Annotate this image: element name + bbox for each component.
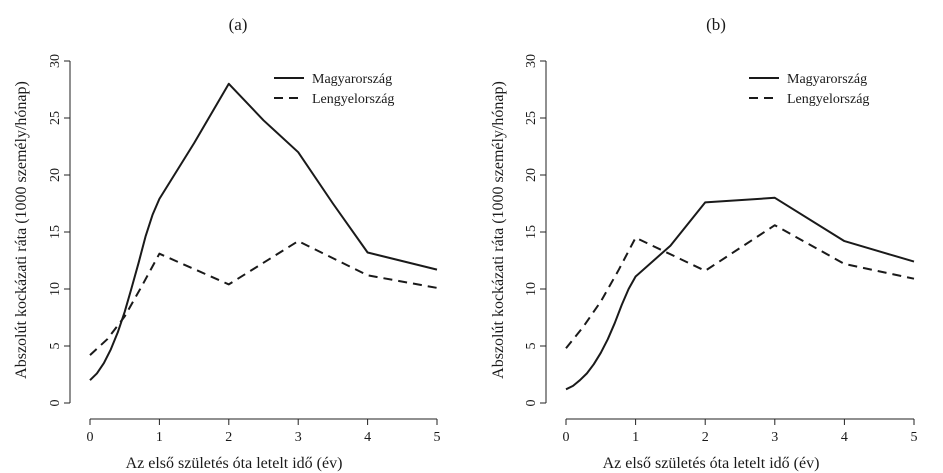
x-tick-label: 3 bbox=[771, 430, 778, 445]
y-tick-label: 5 bbox=[524, 343, 539, 350]
panel-a: (a) Abszolút kockázati ráta (1000 személ… bbox=[13, 15, 441, 472]
y-tick-label: 0 bbox=[48, 400, 63, 407]
panel-a-title: (a) bbox=[229, 15, 248, 34]
y-tick-label: 0 bbox=[524, 400, 539, 407]
x-tick-label: 2 bbox=[225, 430, 232, 445]
x-tick-label: 1 bbox=[632, 430, 639, 445]
legend-label-magyarorszag: Magyarország bbox=[312, 72, 392, 87]
y-tick-label: 15 bbox=[524, 225, 539, 239]
panel-b-legend: Magyarország Lengyelország bbox=[749, 72, 869, 107]
y-tick-label: 20 bbox=[48, 168, 63, 182]
panel-b-series-lengyelorszag-line bbox=[565, 224, 915, 349]
y-tick-label: 25 bbox=[524, 111, 539, 125]
panel-b-x-axis: 0 1 2 3 4 5 bbox=[563, 418, 918, 445]
panel-a-series-magyarorszag-line bbox=[89, 82, 438, 381]
panel-b-x-axis-label: Az első születés óta letelt idő (év) bbox=[603, 455, 820, 472]
x-tick-label: 3 bbox=[295, 430, 302, 445]
x-tick-label: 0 bbox=[87, 430, 94, 445]
panel-b: (b) Abszolút kockázati ráta (1000 személ… bbox=[490, 15, 918, 472]
y-tick-label: 10 bbox=[524, 282, 539, 296]
x-tick-label: 0 bbox=[563, 430, 570, 445]
x-tick-label: 4 bbox=[364, 430, 371, 445]
y-tick-label: 30 bbox=[524, 54, 539, 68]
panel-a-x-axis: 0 1 2 3 4 5 bbox=[87, 418, 441, 445]
panel-a-series-lengyelorszag-line bbox=[89, 240, 438, 356]
panel-b-y-axis-label: Abszolút kockázati ráta (1000 személy/hó… bbox=[490, 81, 507, 379]
y-tick-label: 25 bbox=[48, 111, 63, 125]
panel-a-legend: Magyarország Lengyelország bbox=[274, 72, 394, 107]
panel-b-title: (b) bbox=[706, 15, 726, 34]
x-tick-label: 1 bbox=[156, 430, 163, 445]
panel-a-y-axis-label: Abszolút kockázati ráta (1000 személy/hó… bbox=[13, 81, 30, 379]
panel-a-x-axis-label: Az első születés óta letelt idő (év) bbox=[126, 455, 343, 472]
x-tick-label: 4 bbox=[841, 430, 848, 445]
legend-label-magyarorszag: Magyarország bbox=[787, 72, 867, 87]
y-tick-label: 10 bbox=[48, 282, 63, 296]
panel-a-series-layer bbox=[89, 82, 438, 381]
panel-b-series-magyarorszag-line bbox=[565, 196, 915, 391]
x-tick-label: 5 bbox=[911, 430, 918, 445]
y-tick-label: 30 bbox=[48, 54, 63, 68]
panel-b-y-axis: 0 5 10 15 20 25 30 bbox=[524, 54, 547, 407]
y-tick-label: 5 bbox=[48, 343, 63, 350]
x-tick-label: 5 bbox=[434, 430, 441, 445]
y-tick-label: 20 bbox=[524, 168, 539, 182]
x-tick-label: 2 bbox=[702, 430, 709, 445]
panel-b-series-layer bbox=[565, 196, 915, 391]
legend-label-lengyelorszag: Lengyelország bbox=[787, 92, 869, 107]
legend-label-lengyelorszag: Lengyelország bbox=[312, 92, 394, 107]
y-tick-label: 15 bbox=[48, 225, 63, 239]
panel-a-y-axis: 0 5 10 15 20 25 30 bbox=[48, 54, 71, 407]
